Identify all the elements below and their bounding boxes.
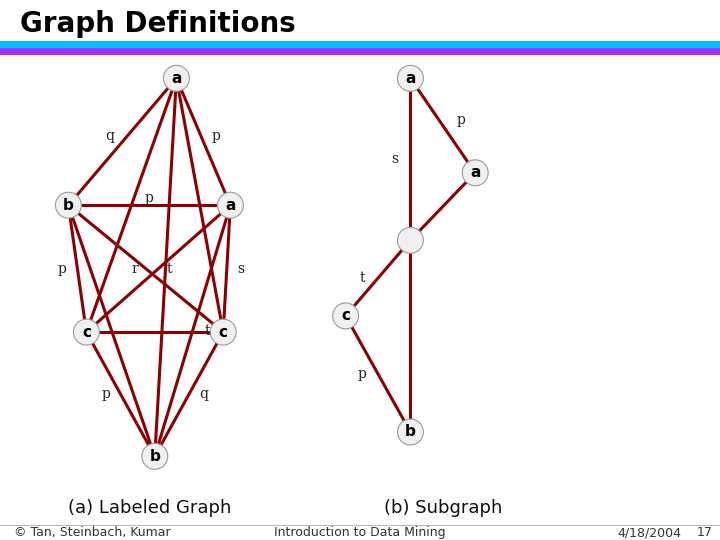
Text: p: p <box>212 130 221 143</box>
Ellipse shape <box>397 227 423 253</box>
Text: a: a <box>470 165 480 180</box>
Ellipse shape <box>55 192 81 218</box>
Ellipse shape <box>397 65 423 91</box>
Text: Graph Definitions: Graph Definitions <box>20 10 296 38</box>
Text: b: b <box>405 424 416 440</box>
Text: b: b <box>149 449 161 464</box>
Text: p: p <box>456 113 465 127</box>
Text: s: s <box>238 262 245 275</box>
Text: a: a <box>405 71 415 86</box>
Text: t: t <box>204 324 210 338</box>
Ellipse shape <box>142 443 168 469</box>
Ellipse shape <box>163 65 189 91</box>
Text: 17: 17 <box>697 526 713 539</box>
Ellipse shape <box>333 303 359 329</box>
Text: r: r <box>132 262 138 275</box>
Text: a: a <box>171 71 181 86</box>
Ellipse shape <box>397 419 423 445</box>
Text: q: q <box>105 130 114 143</box>
Text: (a) Labeled Graph: (a) Labeled Graph <box>68 498 231 517</box>
Text: p: p <box>358 367 366 381</box>
Text: s: s <box>391 152 398 166</box>
Ellipse shape <box>210 319 236 345</box>
Text: b: b <box>63 198 74 213</box>
Text: c: c <box>82 325 91 340</box>
Text: t: t <box>166 262 172 275</box>
Text: (b) Subgraph: (b) Subgraph <box>384 498 502 517</box>
Text: t: t <box>359 271 365 285</box>
Text: © Tan, Steinbach, Kumar: © Tan, Steinbach, Kumar <box>14 526 171 539</box>
Text: a: a <box>225 198 235 213</box>
Text: p: p <box>102 387 111 401</box>
Text: c: c <box>341 308 350 323</box>
Text: c: c <box>219 325 228 340</box>
Ellipse shape <box>217 192 243 218</box>
Ellipse shape <box>462 160 488 186</box>
Text: p: p <box>57 262 66 275</box>
Text: q: q <box>199 387 208 401</box>
Text: Introduction to Data Mining: Introduction to Data Mining <box>274 526 446 539</box>
Ellipse shape <box>73 319 99 345</box>
Text: 4/18/2004: 4/18/2004 <box>618 526 682 539</box>
Text: p: p <box>145 191 154 205</box>
